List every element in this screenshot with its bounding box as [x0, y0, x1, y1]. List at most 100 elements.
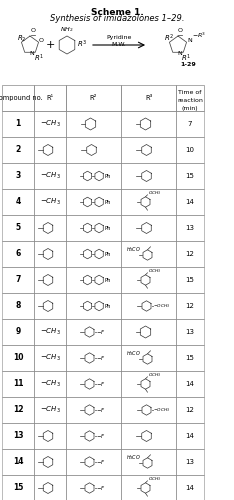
Text: 15: 15 — [13, 484, 23, 492]
Text: Pyridine: Pyridine — [106, 35, 132, 40]
Text: $-CH_3$: $-CH_3$ — [40, 171, 60, 181]
Bar — [66, 189, 121, 215]
Text: N: N — [177, 51, 182, 56]
Text: O: O — [39, 38, 44, 43]
Bar — [176, 215, 204, 241]
Bar — [34, 241, 66, 267]
Text: Compound no.: Compound no. — [0, 95, 42, 101]
Bar — [34, 163, 66, 189]
Bar — [2, 241, 34, 267]
Text: 3: 3 — [15, 172, 21, 180]
Text: $-R^3$: $-R^3$ — [192, 31, 206, 40]
Bar — [66, 241, 121, 267]
Bar — [2, 293, 34, 319]
Text: 9: 9 — [15, 328, 21, 336]
Text: Scheme 1.: Scheme 1. — [91, 8, 143, 17]
Bar — [2, 85, 34, 111]
Text: 12: 12 — [13, 406, 23, 414]
Bar — [66, 449, 121, 475]
Bar — [2, 423, 34, 449]
Bar — [34, 215, 66, 241]
Text: 13: 13 — [13, 432, 23, 440]
Text: $-CH_3$: $-CH_3$ — [40, 379, 60, 389]
Bar — [66, 371, 121, 397]
Text: $R^2$: $R^2$ — [164, 32, 174, 44]
Bar — [2, 475, 34, 500]
Bar — [176, 449, 204, 475]
Text: $-F$: $-F$ — [96, 328, 106, 336]
Text: $-F$: $-F$ — [96, 484, 106, 492]
Bar — [66, 319, 121, 345]
Text: 1: 1 — [15, 120, 21, 128]
Text: 6: 6 — [15, 250, 21, 258]
Text: $-CH_3$: $-CH_3$ — [40, 405, 60, 415]
Text: 15: 15 — [186, 355, 194, 361]
Text: 10: 10 — [13, 354, 23, 362]
Bar — [176, 423, 204, 449]
Text: $OCH_3$: $OCH_3$ — [147, 267, 161, 274]
Text: Synthesis of imidazolones 1–29.: Synthesis of imidazolones 1–29. — [50, 14, 184, 23]
Text: $H_3CO$: $H_3CO$ — [126, 350, 141, 358]
Bar — [66, 345, 121, 371]
Bar — [176, 111, 204, 137]
Bar — [121, 449, 176, 475]
Bar — [34, 397, 66, 423]
Bar — [176, 319, 204, 345]
Bar — [66, 475, 121, 500]
Text: 12: 12 — [186, 251, 194, 257]
Text: Ph: Ph — [105, 226, 111, 230]
Bar — [121, 189, 176, 215]
Bar — [34, 449, 66, 475]
Text: $-F$: $-F$ — [96, 458, 106, 466]
Bar — [2, 319, 34, 345]
Bar — [2, 189, 34, 215]
Text: 14: 14 — [186, 485, 194, 491]
Bar — [176, 293, 204, 319]
Text: (min): (min) — [182, 106, 198, 111]
Text: 11: 11 — [13, 380, 23, 388]
Bar — [2, 111, 34, 137]
Text: reaction: reaction — [177, 98, 203, 103]
Bar — [2, 345, 34, 371]
Text: $-F$: $-F$ — [96, 432, 106, 440]
Text: $OCH_3$: $OCH_3$ — [147, 371, 161, 378]
Bar — [176, 397, 204, 423]
Bar — [176, 267, 204, 293]
Text: $-CH_3$: $-CH_3$ — [40, 353, 60, 363]
Bar — [176, 371, 204, 397]
Bar — [121, 397, 176, 423]
Text: 4: 4 — [15, 198, 21, 206]
Text: Time of: Time of — [178, 90, 202, 96]
Text: $-CH_3$: $-CH_3$ — [40, 119, 60, 129]
Text: 12: 12 — [186, 303, 194, 309]
Bar — [2, 267, 34, 293]
Text: $R^1$: $R^1$ — [34, 52, 44, 64]
Bar — [2, 215, 34, 241]
Text: 12: 12 — [186, 407, 194, 413]
Bar — [121, 371, 176, 397]
Text: N: N — [29, 51, 34, 56]
Bar — [34, 345, 66, 371]
Text: 8: 8 — [15, 302, 21, 310]
Text: 10: 10 — [186, 147, 194, 153]
Text: 2: 2 — [15, 146, 21, 154]
Bar — [2, 397, 34, 423]
Text: O: O — [30, 28, 36, 33]
Bar — [2, 137, 34, 163]
Text: 14: 14 — [186, 199, 194, 205]
Text: $-F$: $-F$ — [96, 406, 106, 414]
Bar — [121, 241, 176, 267]
Bar — [121, 267, 176, 293]
Bar — [34, 137, 66, 163]
Bar — [66, 293, 121, 319]
Bar — [34, 319, 66, 345]
Bar — [66, 163, 121, 189]
Bar — [121, 163, 176, 189]
Text: $R_2$: $R_2$ — [17, 34, 26, 44]
Bar — [66, 85, 121, 111]
Text: 14: 14 — [13, 458, 23, 466]
Text: 5: 5 — [15, 224, 21, 232]
Bar — [121, 85, 176, 111]
Bar — [121, 137, 176, 163]
Bar — [176, 475, 204, 500]
